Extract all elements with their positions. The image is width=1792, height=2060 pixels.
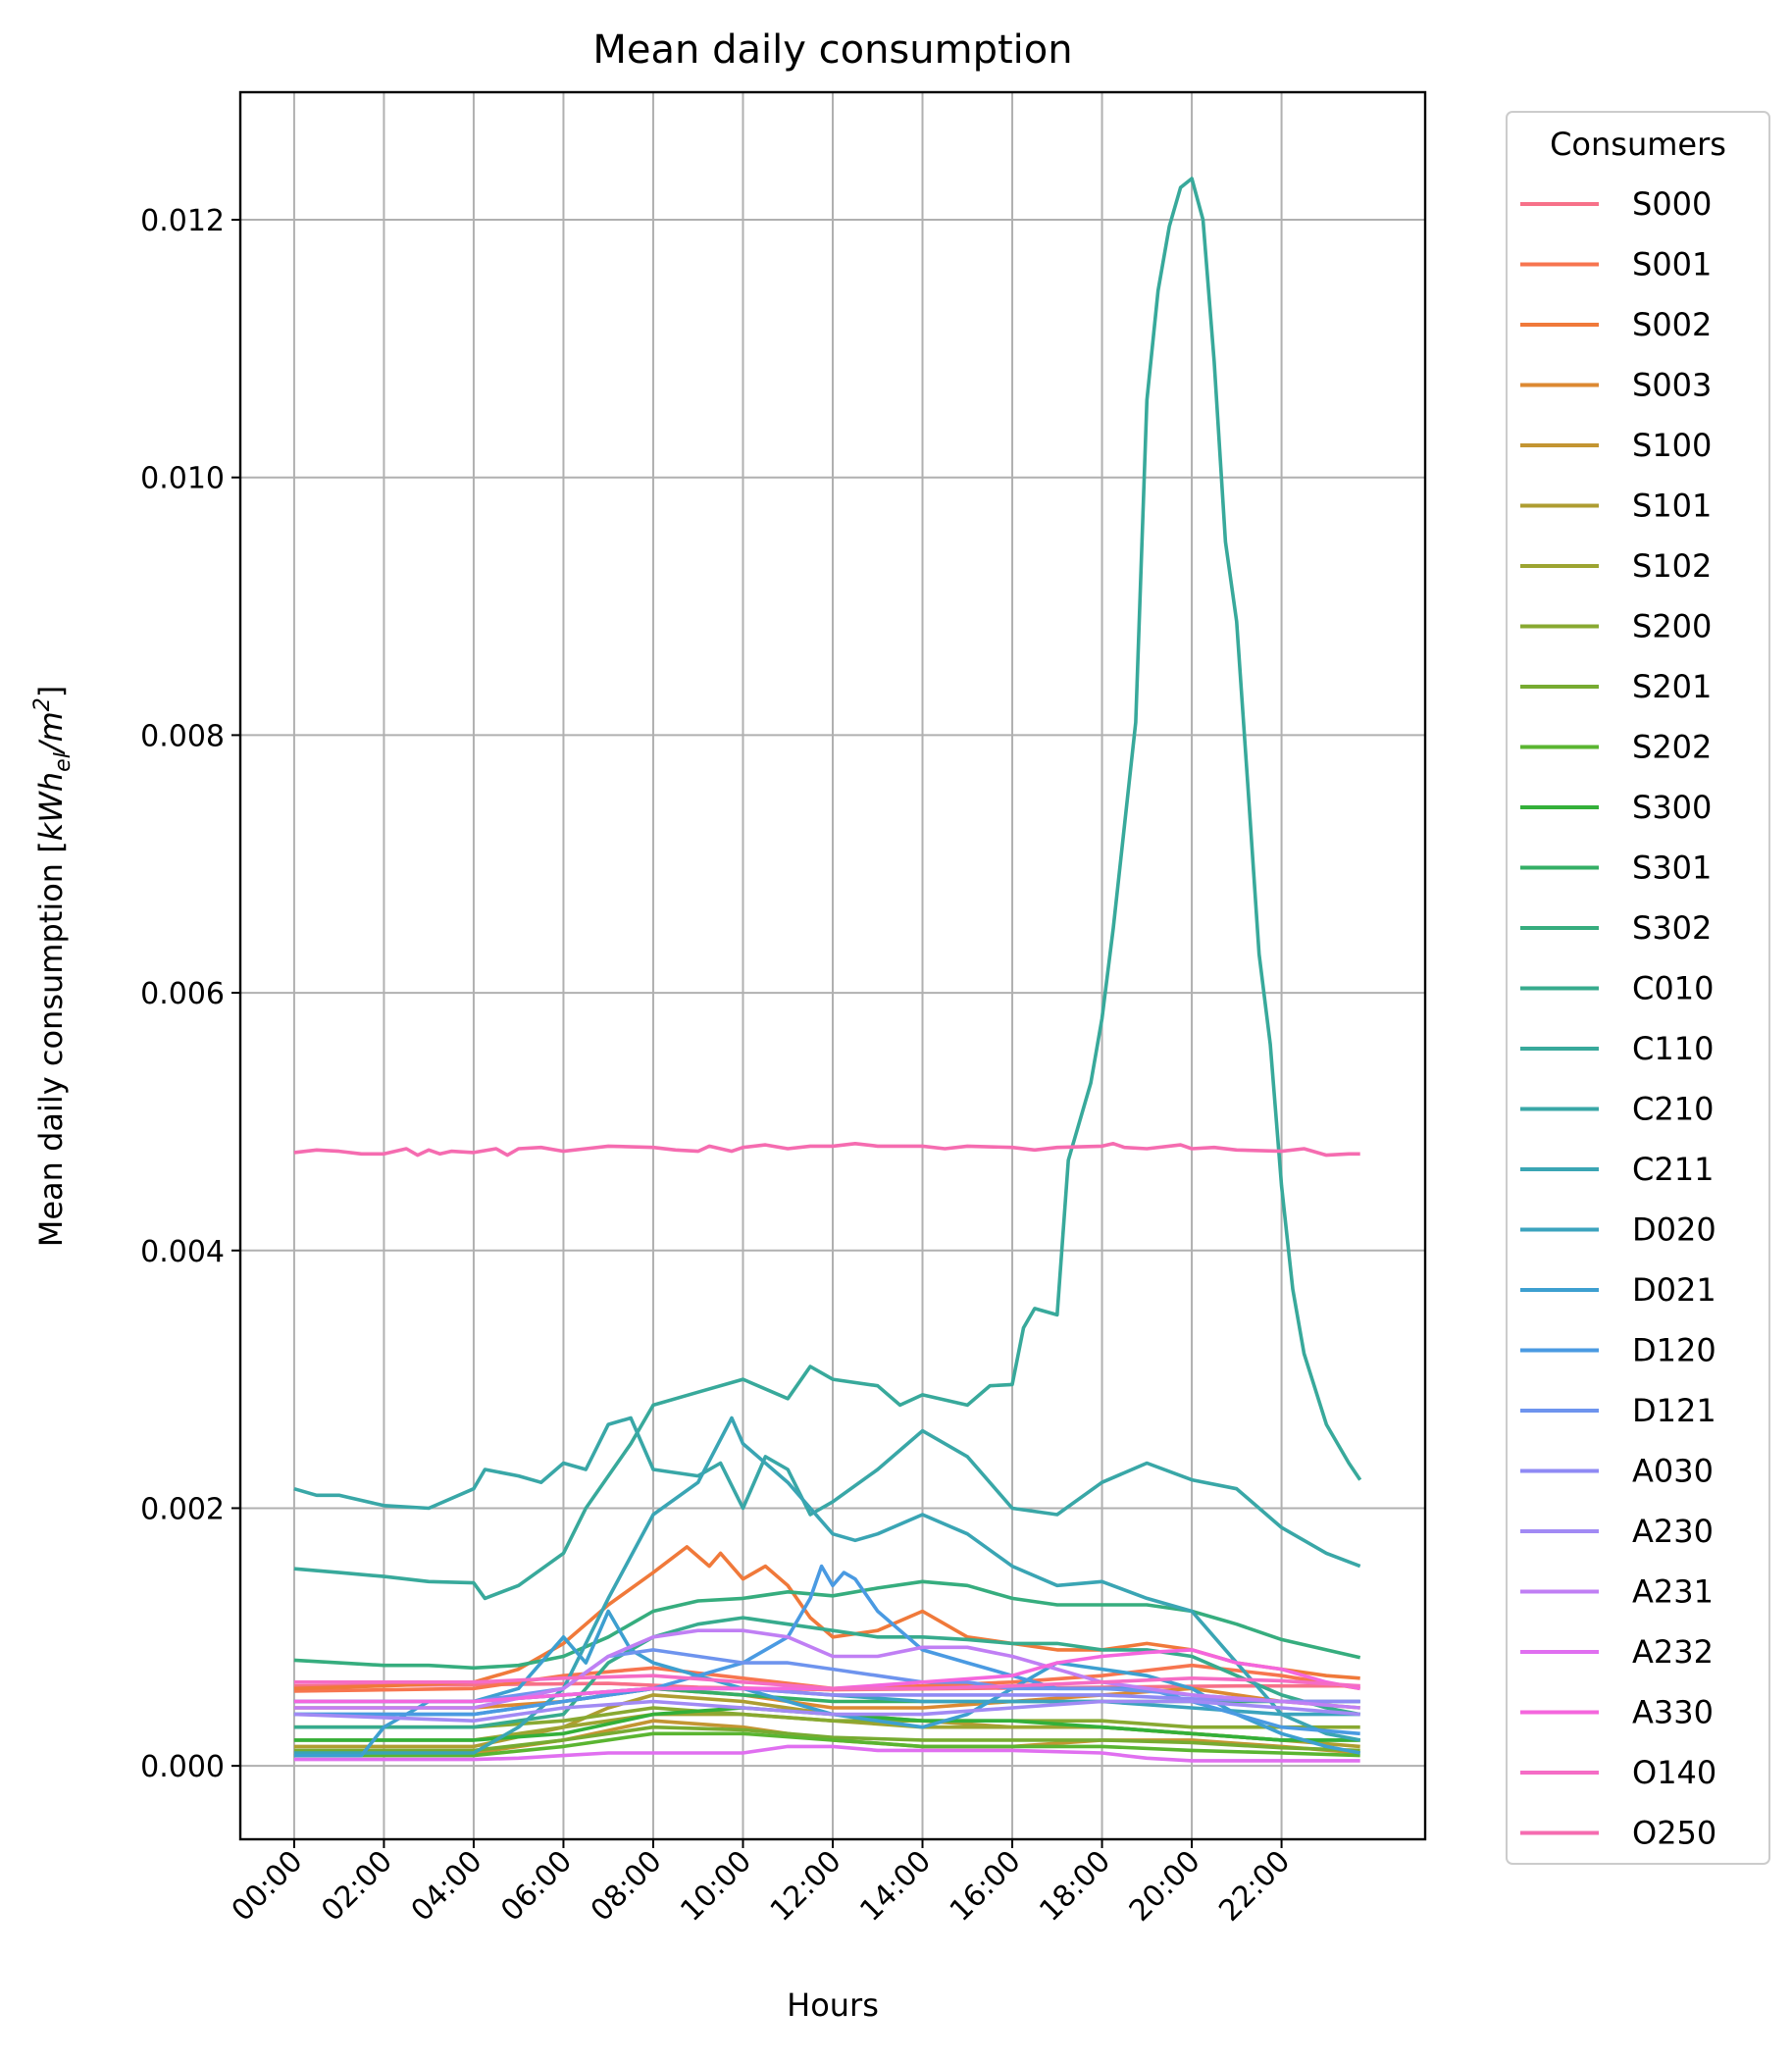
legend-label: C110 [1632,1030,1714,1067]
series-line-A230 [293,1699,1360,1723]
y-tick-label: 0.008 [140,719,225,753]
x-axis-label: Hours [787,1986,879,2024]
legend-label: C010 [1632,970,1714,1007]
y-tick-label: 0.006 [140,977,225,1011]
legend-label: S302 [1632,909,1712,947]
legend-label: S000 [1632,185,1712,223]
legend-label: A232 [1632,1633,1714,1671]
legend-label: S100 [1632,427,1712,464]
legend-label: D020 [1632,1211,1716,1249]
legend-label: A230 [1632,1513,1714,1550]
series-line-O140 [293,1674,1360,1691]
legend-label: S101 [1632,488,1712,525]
legend-label: C210 [1632,1091,1714,1128]
y-tick-label: 0.000 [140,1750,225,1784]
series-line-S300 [293,1706,1360,1742]
series-line-S202 [293,1731,1360,1758]
legend-label: A330 [1632,1694,1714,1731]
series-line-A232 [293,1744,1360,1763]
y-tick-label: 0.012 [140,204,225,238]
legend-label: S001 [1632,246,1712,283]
y-tick-label: 0.010 [140,462,225,496]
legend: Consumers S000 S001 S002 S003 S100 S101 S102 S20… [1506,111,1770,1865]
legend-label: D120 [1632,1332,1716,1369]
legend-label: D021 [1632,1271,1716,1309]
legend-label: S301 [1632,850,1712,887]
y-tick-label: 0.002 [140,1492,225,1526]
y-axis: 0.000 0.002 0.004 0.006 0.008 0.010 0.012 [140,204,240,1784]
legend-label: D121 [1632,1392,1716,1429]
legend-label: S200 [1632,608,1712,645]
y-axis-label: Mean daily consumption [kWhel/m2] [30,686,76,1248]
legend-label: S201 [1632,668,1712,705]
series-line-S201 [293,1725,1360,1753]
legend-label: S300 [1632,789,1712,826]
legend-label: S202 [1632,729,1712,766]
legend-label: O250 [1632,1815,1716,1852]
series-line-D021 [293,1609,1361,1758]
series-line-C211 [293,1416,1361,1755]
legend-label: S002 [1632,306,1712,343]
series-line-O250 [293,1142,1360,1158]
legend-label: S102 [1632,547,1712,585]
series-line-C210 [293,1416,1361,1569]
legend-frame [1506,111,1770,1865]
legend-title: Consumers [1550,126,1726,163]
legend-label: A030 [1632,1453,1714,1490]
legend-label: S003 [1632,367,1712,404]
series-group [293,177,1362,1763]
legend-label: A231 [1632,1573,1714,1611]
grid [240,92,1425,1839]
series-line-A231 [293,1628,1360,1710]
chart-title: Mean daily consumption [592,27,1072,73]
series-line-S002 [293,1545,1360,1691]
series-line-A330 [293,1648,1361,1704]
legend-label: O140 [1632,1754,1716,1791]
legend-label: C211 [1632,1151,1714,1188]
series-line-C110 [293,177,1362,1601]
y-tick-label: 0.004 [140,1235,225,1269]
